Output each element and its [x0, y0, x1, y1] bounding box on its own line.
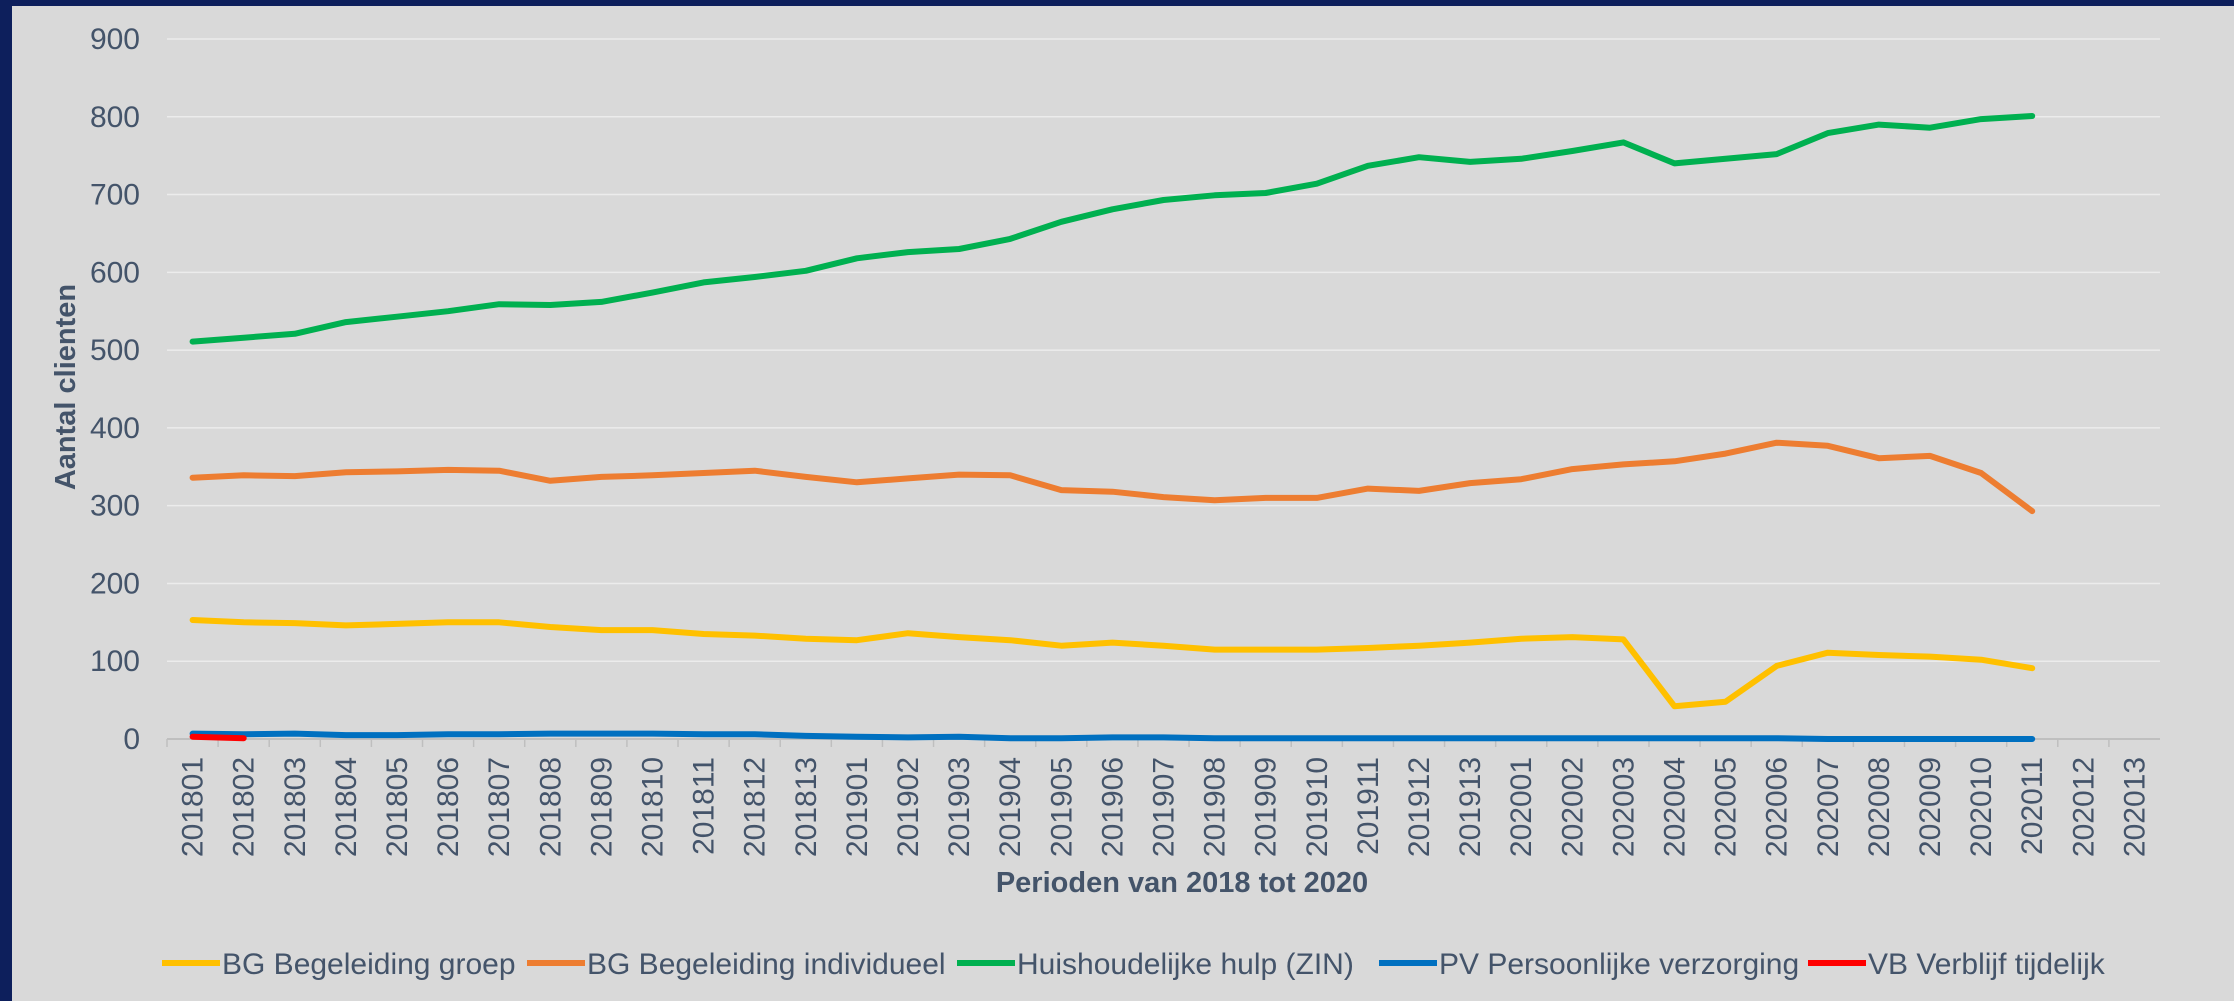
y-tick-label: 300 [90, 490, 140, 523]
x-tick-label: 202006 [1761, 757, 1794, 857]
x-tick-label: 201907 [1148, 757, 1181, 857]
x-tick-label: 201810 [636, 757, 669, 857]
series-line-3 [189, 730, 2036, 742]
x-tick-label: 202010 [1965, 757, 1998, 857]
x-tick-label: 201807 [483, 757, 516, 857]
x-tick-label: 202012 [2067, 757, 2100, 857]
y-tick-label: 600 [90, 256, 140, 289]
x-axis-title: Perioden van 2018 tot 2020 [996, 867, 1368, 899]
x-tick-label: 201903 [943, 757, 976, 857]
y-tick-label: 900 [90, 23, 140, 56]
x-tick-label: 202008 [1863, 757, 1896, 857]
legend-item: VB Verblijf tijdelijk [1808, 948, 2106, 981]
x-tick-label: 201913 [1454, 757, 1487, 857]
legend: BG Begeleiding groep BG Begeleiding indiv… [162, 948, 2106, 981]
y-axis-title: Aantal clienten [50, 284, 82, 490]
legend-label: BG Begeleiding individueel [587, 948, 946, 981]
x-tick-label: 202007 [1812, 757, 1845, 857]
x-tick-label: 201802 [228, 757, 261, 857]
y-tick-labels: 0 100 200 300 400 500 600 700 800 900 [90, 23, 140, 756]
legend-label: Huishoudelijke hulp (ZIN) [1017, 948, 1354, 981]
y-tick-label: 800 [90, 101, 140, 134]
x-tick-label: 201806 [432, 757, 465, 857]
x-tick-label: 201912 [1403, 757, 1436, 857]
x-tick-label: 202009 [1914, 757, 1947, 857]
legend-item: BG Begeleiding individueel [527, 948, 946, 981]
legend-item: BG Begeleiding groep [162, 948, 516, 981]
x-tick-label: 201803 [279, 757, 312, 857]
y-tick-label: 700 [90, 179, 140, 212]
x-tick-label: 202004 [1659, 757, 1692, 857]
legend-item: PV Persoonlijke verzorging [1379, 948, 1799, 981]
x-tick-label: 201808 [534, 757, 567, 857]
x-tick-label: 201905 [1045, 757, 1078, 857]
x-tick-label: 201908 [1199, 757, 1232, 857]
x-tick-label: 201902 [892, 757, 925, 857]
x-tick-label: 201813 [790, 757, 823, 857]
legend-item: Huishoudelijke hulp (ZIN) [957, 948, 1354, 981]
x-tick-label: 201812 [739, 757, 772, 857]
x-tick-label: 201909 [1250, 757, 1283, 857]
x-tick-label: 202001 [1505, 757, 1538, 857]
x-tick-label: 201901 [841, 757, 874, 857]
x-tick-label: 201904 [994, 757, 1027, 857]
series-lines [189, 113, 2036, 742]
x-tick-label: 201804 [330, 757, 363, 857]
y-tick-label: 500 [90, 334, 140, 367]
series-line-0 [189, 617, 2036, 710]
x-tick-label: 201811 [688, 757, 721, 855]
x-tick-label: 202002 [1556, 757, 1589, 857]
x-tick-label: 201906 [1096, 757, 1129, 857]
gridlines [166, 38, 2160, 747]
y-tick-label: 400 [90, 412, 140, 445]
series-line-4 [189, 733, 247, 742]
x-tick-label: 202013 [2118, 757, 2151, 857]
x-tick-labels: 201801 201802 201803 201804 201805 201806 2018… [177, 757, 2152, 857]
x-tick-label: 201911 [1352, 757, 1385, 855]
y-tick-label: 200 [90, 567, 140, 600]
legend-label: VB Verblijf tijdelijk [1868, 948, 2106, 981]
chart-frame: 0 100 200 300 400 500 600 700 800 900 201801 20180… [12, 6, 2234, 1001]
legend-label: PV Persoonlijke verzorging [1439, 948, 1799, 981]
x-tick-label: 202005 [1710, 757, 1743, 857]
legend-label: BG Begeleiding groep [222, 948, 516, 981]
series-line-2 [189, 113, 2036, 345]
x-tick-label: 201805 [381, 757, 414, 857]
y-tick-label: 100 [90, 645, 140, 678]
x-tick-label: 201910 [1301, 757, 1334, 857]
x-tick-label: 201801 [177, 757, 210, 857]
x-tick-label: 201809 [585, 757, 618, 857]
x-tick-label: 202003 [1607, 757, 1640, 857]
series-line-1 [189, 439, 2036, 515]
y-tick-label: 0 [123, 723, 140, 756]
x-tick-label: 202011 [2016, 757, 2049, 855]
